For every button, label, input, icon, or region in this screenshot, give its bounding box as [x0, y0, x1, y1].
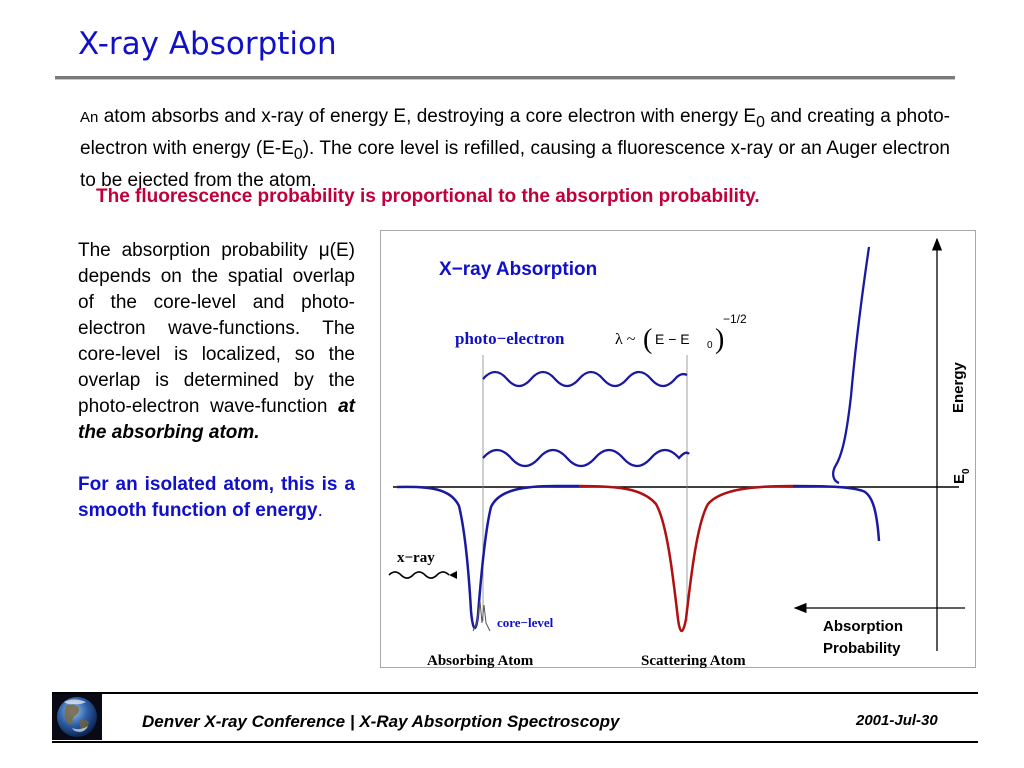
xray-absorption-diagram: X−ray Absorption photo−electron λ ~ ( E …: [380, 230, 976, 669]
footer-bottom-rule: [52, 741, 978, 743]
diagram-canvas: X−ray Absorption photo−electron λ ~ ( E …: [388, 237, 972, 669]
intro-text-2: and creating a photo-electron with energ…: [80, 106, 950, 159]
formula-subscript: 0: [707, 340, 713, 351]
e0-letter: E: [951, 474, 968, 484]
scattering-atom-potential: [578, 484, 794, 633]
slide-title: X-ray Absorption: [78, 26, 337, 62]
intro-paragraph: An atom absorbs and x-ray of energy E, d…: [80, 104, 950, 194]
isolated-atom-paragraph: For an isolated atom, this is a smooth f…: [78, 472, 355, 524]
formula-close-paren: ): [715, 324, 724, 355]
overlap-text-a: The absorption probability: [78, 240, 319, 261]
intro-lead: An: [80, 109, 99, 126]
photo-electron-wave-lower: [482, 448, 690, 468]
intro-sub-2: 0: [293, 145, 303, 163]
title-divider: [55, 76, 955, 80]
e0-subscript: 0: [961, 468, 972, 474]
intro-text-1: atom absorbs and x-ray of energy E, dest…: [98, 106, 757, 127]
energy-axis-label: Energy: [950, 361, 967, 413]
footer-conference-title: Denver X-ray Conference | X-Ray Absorpti…: [142, 712, 620, 731]
left-explanation: The absorption probability μ(E) depends …: [78, 238, 355, 524]
earth-globe-icon: [52, 694, 102, 740]
footer-top-rule: [52, 692, 978, 694]
formula-exponent: −1/2: [723, 312, 747, 326]
core-level-label: core−level: [497, 615, 554, 630]
footer-date: 2001-Jul-30: [856, 712, 938, 729]
absorption-probability-label-1: Absorption: [823, 618, 903, 635]
isolated-atom-text: For an isolated atom, this is a smooth f…: [78, 474, 355, 521]
globe-graphic: [52, 694, 102, 740]
overlap-paragraph: The absorption probability μ(E) depends …: [78, 238, 355, 446]
intro-sub-1: 0: [756, 113, 765, 131]
xray-arrowhead: [449, 571, 457, 579]
formula-core: E − E: [655, 331, 690, 347]
e0-axis-label: E 0: [951, 468, 972, 484]
intro-text-3: ). The core level is refilled, causing a…: [80, 137, 950, 191]
absorbing-atom-label: Absorbing Atom: [427, 653, 534, 669]
xray-label: x−ray: [397, 550, 435, 566]
overlap-emphasis: at the absorbing atom.: [78, 396, 355, 443]
photo-electron-label: photo−electron: [455, 329, 565, 348]
fluorescence-statement: The fluorescence probability is proporti…: [96, 186, 760, 207]
absorption-spectrum-curve: [832, 246, 871, 485]
diagram-title: X−ray Absorption: [439, 259, 597, 280]
scattering-atom-label: Scattering Atom: [641, 653, 746, 669]
right-potential-tail: [792, 484, 881, 542]
photo-electron-wave-upper: [482, 370, 688, 388]
formula-open-paren: (: [643, 324, 652, 355]
mu-symbol: μ: [318, 240, 330, 261]
isolated-atom-period: .: [317, 500, 323, 521]
lambda-symbol: λ ~: [615, 331, 636, 348]
overlap-text-b: (E) depends on the spatial overlap of th…: [78, 240, 355, 417]
xray-squiggle: [388, 571, 450, 579]
core-level-wavefunction: [472, 600, 491, 632]
absorption-probability-label-2: Probability: [823, 640, 901, 657]
